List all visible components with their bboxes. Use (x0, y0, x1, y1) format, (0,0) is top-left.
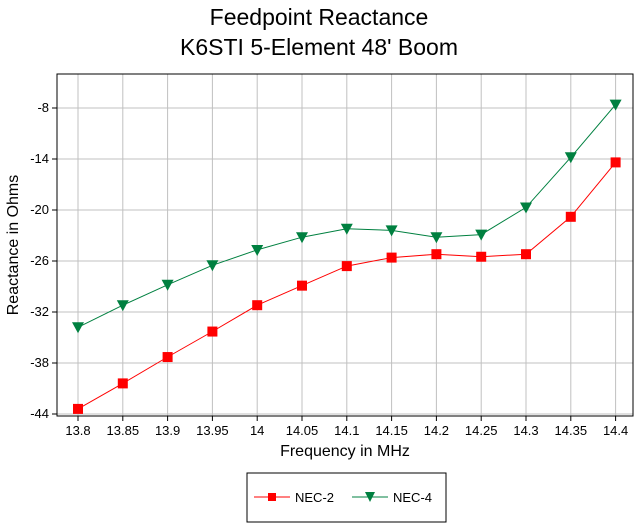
data-point-nec2 (207, 326, 218, 337)
x-tick-label: 13.85 (107, 423, 140, 438)
x-tick-label: 14.15 (375, 423, 408, 438)
y-ticks: -8 -14 -20 -26 -32 -38 -44 (30, 100, 57, 421)
y-tick-label: -26 (30, 253, 49, 268)
legend-marker-nec4 (365, 492, 375, 502)
y-tick-label: -14 (30, 151, 49, 166)
x-tick-label: 14.3 (513, 423, 538, 438)
data-point-nec2 (386, 252, 397, 263)
data-point-nec2 (341, 261, 352, 272)
data-point-nec2 (73, 403, 83, 414)
data-point-nec2 (162, 352, 173, 363)
legend-label-nec4: NEC-4 (393, 490, 432, 505)
y-tick-label: -20 (30, 202, 49, 217)
y-tick-label: -44 (30, 406, 49, 421)
y-tick-label: -32 (30, 304, 49, 319)
data-point-nec4 (475, 229, 488, 241)
data-point-nec4 (520, 202, 532, 214)
x-tick-label: 13.9 (155, 423, 180, 438)
data-point-nec4 (161, 279, 174, 291)
x-tick-label: 14 (250, 423, 264, 438)
data-point-nec2 (297, 280, 307, 291)
data-point-nec4 (251, 244, 264, 256)
series-group (72, 99, 622, 414)
data-point-nec2 (565, 211, 576, 222)
data-point-nec2 (252, 300, 263, 311)
data-point-nec4 (609, 99, 622, 111)
data-point-nec4 (72, 322, 84, 334)
plot-area (56, 73, 634, 417)
x-ticks: 13.8 13.85 13.9 13.95 14 14.05 14.1 14.15 14.2 14… (65, 416, 628, 438)
data-point-nec4 (385, 225, 398, 237)
data-point-nec2 (476, 251, 487, 262)
data-point-nec2 (431, 249, 442, 260)
x-tick-label: 13.95 (196, 423, 229, 438)
legend-marker-nec2 (268, 493, 276, 501)
x-tick-label: 14.05 (286, 423, 319, 438)
data-point-nec4 (564, 152, 577, 164)
x-tick-label: 14.4 (603, 423, 628, 438)
x-tick-label: 14.1 (334, 423, 359, 438)
x-tick-label: 14.2 (424, 423, 449, 438)
y-tick-label: -38 (30, 355, 49, 370)
data-point-nec2 (117, 378, 128, 389)
data-point-nec4 (430, 232, 443, 244)
data-point-nec4 (206, 260, 219, 272)
y-tick-label: -8 (37, 100, 49, 115)
grid-lines (57, 74, 633, 416)
x-tick-label: 14.25 (465, 423, 498, 438)
legend-label-nec2: NEC-2 (295, 490, 334, 505)
data-point-nec2 (610, 157, 621, 168)
data-point-nec2 (521, 249, 531, 260)
x-axis-label: Frequency in MHz (280, 443, 410, 460)
data-point-nec4 (340, 223, 353, 235)
data-point-nec4 (116, 300, 129, 312)
chart-subtitle: K6STI 5-Element 48' Boom (180, 34, 458, 60)
legend: NEC-2 NEC-4 (246, 472, 447, 523)
x-tick-label: 14.35 (555, 423, 588, 438)
y-axis-label: Reactance in Ohms (5, 175, 22, 316)
data-point-nec4 (296, 232, 308, 244)
chart-title: Feedpoint Reactance (209, 4, 429, 30)
x-tick-label: 13.8 (65, 423, 90, 438)
